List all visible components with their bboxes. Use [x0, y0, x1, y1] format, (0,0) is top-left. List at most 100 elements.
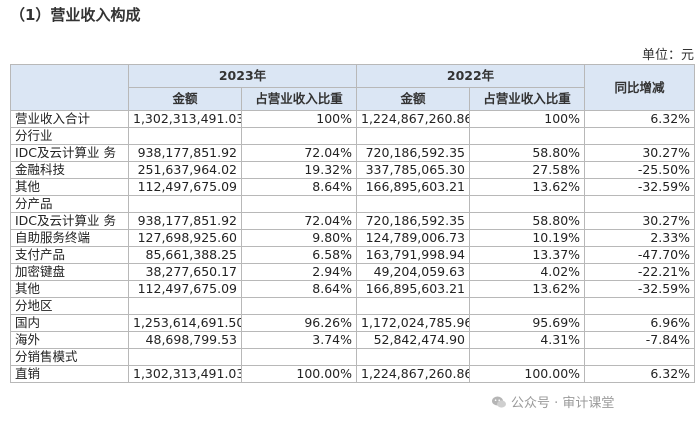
yoy-change-cell: -22.21%: [584, 263, 696, 281]
section-row: 分行业: [10, 127, 696, 145]
header-amount-2022: 金额: [356, 87, 471, 111]
amount-2023-cell: 938,177,851.92: [128, 144, 242, 162]
amount-2022-cell: 124,789,006.73: [356, 229, 471, 247]
share-2023-cell: 3.74%: [240, 331, 358, 349]
share-2022-cell: 4.31%: [469, 331, 586, 349]
wechat-icon: [492, 396, 506, 408]
table-row: 国内 1,253,614,691.50 96.26% 1,172,024,785.96…: [10, 314, 696, 332]
share-2022-cell: 10.19%: [469, 229, 586, 247]
share-2023-cell: 9.80%: [240, 229, 358, 247]
empty-cell: [356, 297, 471, 315]
yoy-change-cell: 30.27%: [584, 144, 696, 162]
amount-2023-cell: 127,698,925.60: [128, 229, 242, 247]
revenue-table: 2023年 2022年 同比增减 金额 占营业收入比重 金额 占营业收入比重 营…: [10, 64, 696, 383]
empty-cell: [128, 297, 242, 315]
yoy-change-cell: 30.27%: [584, 212, 696, 230]
table-row: 其他 112,497,675.09 8.64% 166,895,603.21 13.62…: [10, 178, 696, 196]
empty-cell: [240, 297, 358, 315]
row-label-cell: 其他: [10, 280, 129, 298]
table-row: 营业收入合计 1,302,313,491.03 100% 1,224,867,260.…: [10, 110, 696, 128]
share-2023-cell: 72.04%: [240, 212, 358, 230]
row-label-cell: 直销: [10, 365, 129, 383]
amount-2022-cell: 166,895,603.21: [356, 178, 471, 196]
amount-2023-cell: 251,637,964.02: [128, 161, 242, 179]
amount-2022-cell: 49,204,059.63: [356, 263, 471, 281]
empty-cell: [128, 127, 242, 145]
empty-cell: [240, 127, 358, 145]
row-label-cell: 其他: [10, 178, 129, 196]
header-yoy: 同比增减: [584, 64, 696, 111]
row-label-cell: 国内: [10, 314, 129, 332]
row-label-cell: 金融科技: [10, 161, 129, 179]
row-label-cell: 海外: [10, 331, 129, 349]
amount-2022-cell: 166,895,603.21: [356, 280, 471, 298]
share-2023-cell: 100.00%: [240, 365, 358, 383]
share-2023-cell: 19.32%: [240, 161, 358, 179]
amount-2022-cell: 720,186,592.35: [356, 144, 471, 162]
table-row: IDC及云计算业 务 938,177,851.92 72.04% 720,186,59…: [10, 144, 696, 162]
share-2022-cell: 58.80%: [469, 212, 586, 230]
header-amount-2023: 金额: [128, 87, 242, 111]
amount-2023-cell: 1,302,313,491.03: [128, 110, 242, 128]
amount-2023-cell: 1,302,313,491.03: [128, 365, 242, 383]
share-2022-cell: 27.58%: [469, 161, 586, 179]
yoy-change-cell: -25.50%: [584, 161, 696, 179]
amount-2023-cell: 938,177,851.92: [128, 212, 242, 230]
empty-cell: [584, 348, 696, 366]
empty-cell: [240, 348, 358, 366]
empty-cell: [469, 348, 586, 366]
yoy-change-cell: 6.96%: [584, 314, 696, 332]
section-row: 分销售模式: [10, 348, 696, 366]
amount-2022-cell: 1,224,867,260.86: [356, 365, 471, 383]
share-2023-cell: 6.58%: [240, 246, 358, 264]
amount-2023-cell: 85,661,388.25: [128, 246, 242, 264]
unit-label: 单位：元: [641, 48, 694, 63]
watermark-text: 公众号 · 审计课堂: [511, 396, 615, 411]
yoy-change-cell: 2.33%: [584, 229, 696, 247]
empty-cell: [356, 195, 471, 213]
empty-cell: [356, 127, 471, 145]
amount-2022-cell: 337,785,065.30: [356, 161, 471, 179]
row-label-cell: 支付产品: [10, 246, 129, 264]
table-row: 自助服务终端 127,698,925.60 9.80% 124,789,006.73 1…: [10, 229, 696, 247]
row-label-cell: 分地区: [10, 297, 129, 315]
table-row: 金融科技 251,637,964.02 19.32% 337,785,065.30 27…: [10, 161, 696, 179]
table-row: 加密键盘 38,277,650.17 2.94% 49,204,059.63 4.02%…: [10, 263, 696, 281]
share-2022-cell: 13.62%: [469, 280, 586, 298]
amount-2022-cell: 720,186,592.35: [356, 212, 471, 230]
yoy-change-cell: 6.32%: [584, 110, 696, 128]
header-year-2023: 2023年: [127, 64, 358, 88]
empty-cell: [240, 195, 358, 213]
row-label-cell: 营业收入合计: [10, 110, 129, 128]
section-row: 分地区: [10, 297, 696, 315]
amount-2023-cell: 1,253,614,691.50: [128, 314, 242, 332]
table-row: 其他 112,497,675.09 8.64% 166,895,603.21 13.62…: [10, 280, 696, 298]
amount-2023-cell: 112,497,675.09: [128, 280, 242, 298]
empty-cell: [469, 127, 586, 145]
empty-cell: [469, 195, 586, 213]
share-2023-cell: 8.64%: [240, 280, 358, 298]
header-share-2022: 占营业收入比重: [469, 87, 586, 111]
empty-cell: [128, 195, 242, 213]
amount-2022-cell: 1,172,024,785.96: [356, 314, 471, 332]
share-2023-cell: 2.94%: [240, 263, 358, 281]
empty-cell: [584, 297, 696, 315]
empty-cell: [469, 297, 586, 315]
share-2022-cell: 13.37%: [469, 246, 586, 264]
yoy-change-cell: -32.59%: [584, 280, 696, 298]
share-2022-cell: 100.00%: [469, 365, 586, 383]
share-2023-cell: 72.04%: [240, 144, 358, 162]
share-2022-cell: 100%: [469, 110, 586, 128]
row-label-cell: 分行业: [10, 127, 129, 145]
section-title: （1）营业收入构成: [10, 6, 141, 24]
amount-2022-cell: 163,791,998.94: [356, 246, 471, 264]
empty-cell: [356, 348, 471, 366]
share-2022-cell: 13.62%: [469, 178, 586, 196]
share-2022-cell: 4.02%: [469, 263, 586, 281]
share-2023-cell: 8.64%: [240, 178, 358, 196]
empty-cell: [584, 195, 696, 213]
amount-2023-cell: 38,277,650.17: [128, 263, 242, 281]
share-2023-cell: 96.26%: [240, 314, 358, 332]
amount-2022-cell: 1,224,867,260.86: [356, 110, 471, 128]
table-row: 直销 1,302,313,491.03 100.00% 1,224,867,260.8…: [10, 365, 696, 383]
